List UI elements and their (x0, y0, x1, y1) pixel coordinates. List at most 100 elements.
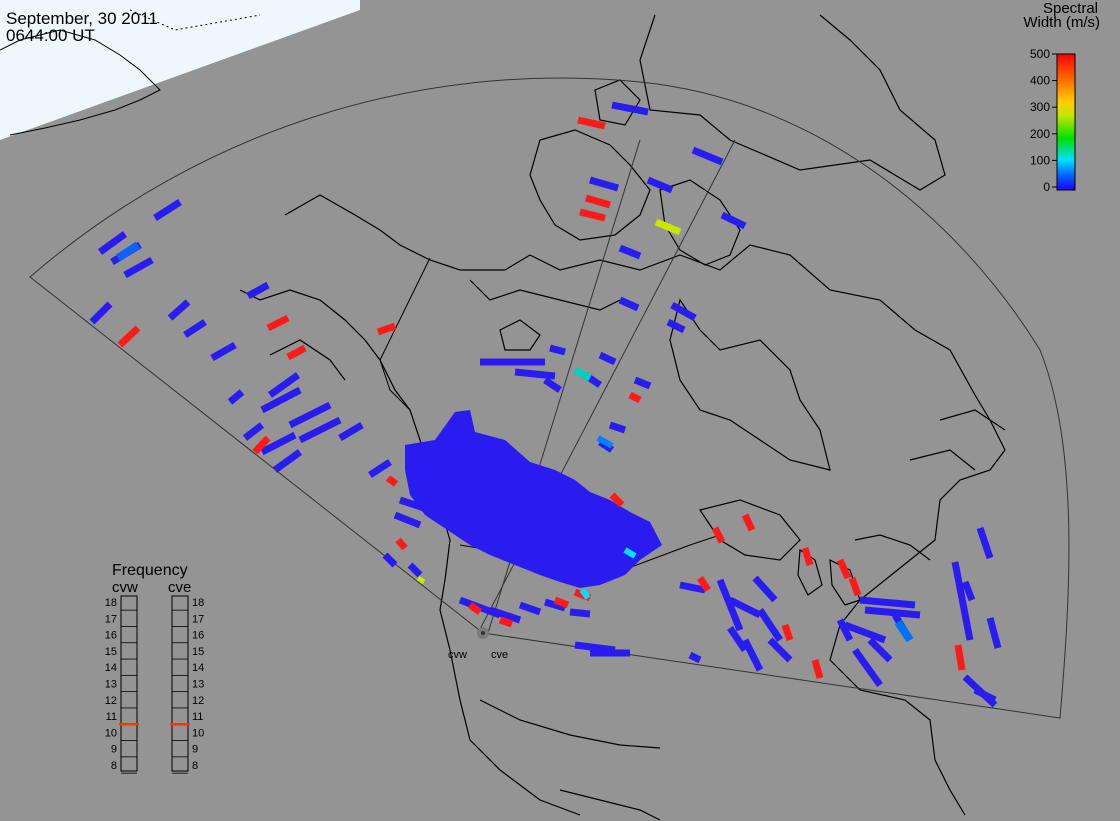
scatter-cell (298, 416, 342, 444)
scatter-cell (260, 431, 297, 456)
frequency-scales: 18 17 16 15 14 13 12 11 10 9 8 18 17 16 15 14 13 12 11 10 9 8 (105, 595, 204, 774)
frequency-left-radar: cvw (112, 579, 138, 596)
scatter-cell (183, 319, 207, 338)
scatter-cell (608, 421, 627, 434)
scatter-cell (115, 241, 141, 262)
colorbar-tick-label: 200 (1030, 127, 1050, 141)
scatter-cell (720, 211, 747, 230)
frequency-title: Frequency (112, 562, 188, 579)
scatter-cell (97, 231, 128, 255)
scatter-cell (679, 581, 706, 594)
scatter-cell (986, 617, 1002, 649)
scatter-cell (836, 558, 852, 580)
scatter-cell (590, 649, 630, 657)
radar-label-cve: cve (491, 649, 508, 661)
scatter-cell (654, 218, 682, 236)
frequency-tick-label: 13 (105, 679, 117, 691)
frequency-tick-label: 12 (105, 695, 117, 707)
frequency-tick-label: 15 (105, 646, 117, 658)
scatter-cell (286, 344, 307, 361)
scatter-cell (609, 492, 625, 508)
scatter-cell (767, 637, 793, 663)
scatter-cell (688, 651, 702, 664)
scatter-cell (666, 318, 686, 334)
coastlines (239, 14, 1006, 821)
scatter-cell (543, 377, 562, 393)
radar-fov (29, 77, 1070, 719)
frequency-tick-label: 9 (192, 744, 198, 756)
frequency-tick-label: 15 (192, 646, 204, 658)
frequency-tick-label: 10 (105, 727, 117, 739)
frequency-tick-label: 8 (111, 760, 117, 772)
scatter-cell (843, 621, 887, 644)
scatter-cell (618, 296, 640, 312)
frequency-tick-label: 16 (105, 630, 117, 642)
scatter-cell (752, 575, 778, 603)
colorbar-tick-label: 300 (1030, 100, 1050, 114)
scatter-cell (123, 256, 154, 279)
scatter-cell (596, 435, 614, 449)
frequency-tick-label: 9 (111, 744, 117, 756)
scatter-cell (781, 623, 794, 642)
frequency-tick-label: 8 (192, 760, 198, 772)
scatter-cell (727, 626, 748, 652)
frequency-tick-label: 17 (192, 613, 204, 625)
scatter-cell (288, 401, 332, 429)
scatter-cell (757, 608, 783, 642)
scatter-cell (848, 576, 862, 597)
scatter-cell (553, 596, 570, 609)
colorbar-ticks: 500 400 300 200 100 0 (1030, 47, 1057, 194)
scatter-cell (836, 618, 854, 642)
scatter-cell (260, 386, 302, 414)
scatter-cell (579, 588, 591, 600)
scatter-cell (691, 146, 724, 166)
daylight-region (0, 0, 360, 140)
scatter-cell (376, 322, 397, 336)
frequency-tick-label: 16 (192, 630, 204, 642)
scatter-cell (407, 562, 423, 578)
scatter-cell (633, 376, 652, 390)
scatter-cell (577, 116, 606, 130)
backscatter-cells (89, 101, 1002, 708)
scatter-cell (569, 608, 591, 618)
scatter-cell (488, 606, 522, 624)
scatter-cell (716, 578, 744, 632)
scatter-cell (711, 526, 726, 544)
scatter-cell (549, 344, 566, 356)
scatter-cell (267, 372, 301, 398)
frequency-tick-label: 11 (192, 711, 203, 723)
scatter-cell (894, 619, 914, 643)
radar-site-dot (481, 631, 485, 635)
frequency-tick-label: 14 (105, 662, 117, 674)
frequency-tick-label: 18 (192, 597, 204, 609)
colorbar (1056, 53, 1076, 191)
scatter-cell (623, 547, 637, 559)
frequency-tick-label: 12 (192, 695, 204, 707)
scatter-cell (398, 496, 432, 514)
scatter-cell (416, 575, 426, 585)
frequency-tick-label: 17 (105, 613, 117, 625)
terminator-coast (0, 29, 161, 136)
scatter-cell (864, 606, 921, 619)
scatter-cell (579, 208, 606, 222)
scatter-cell (518, 601, 542, 616)
colorbar-title-1: Spectral (1043, 0, 1098, 17)
scatter-cell (227, 389, 245, 405)
frequency-tick-label: 13 (192, 679, 204, 691)
dotted-boundary (129, 9, 261, 31)
scatter-cell (670, 301, 697, 322)
scatter-cell (368, 459, 392, 478)
frequency-tick-label: 14 (192, 662, 204, 674)
scatter-cell (573, 366, 592, 382)
scatter-cell (973, 686, 997, 704)
scatter-cell (153, 199, 182, 221)
scatter-cell (395, 537, 408, 551)
scatter-cell (961, 580, 976, 602)
scatter-cell (498, 616, 514, 628)
scatter-cell (801, 547, 814, 566)
frequency-right-radar: cve (168, 579, 191, 596)
scatter-cell (266, 314, 290, 332)
scatter-cell (393, 511, 422, 529)
scatter-cell (117, 325, 141, 348)
